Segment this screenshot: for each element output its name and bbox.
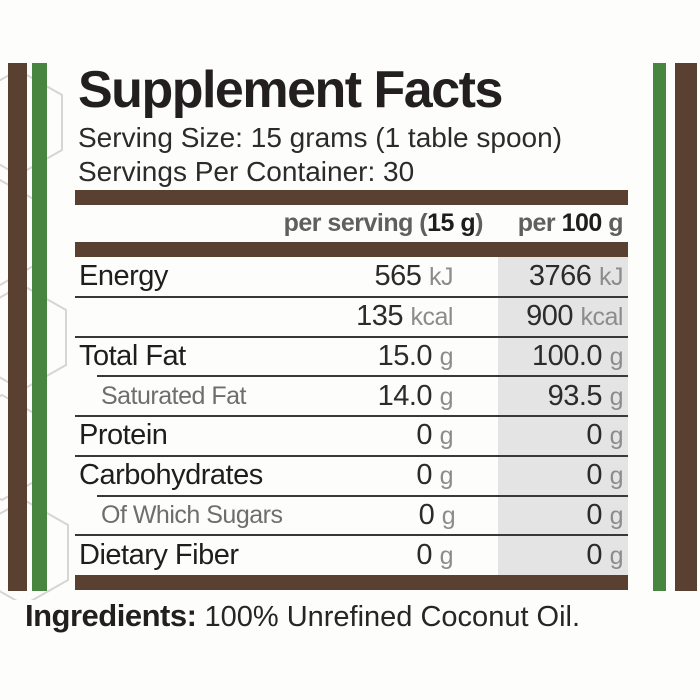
per-serving-unit: g [439, 382, 454, 411]
per-100g-value: 0 g [458, 539, 628, 572]
row-divider [75, 534, 628, 537]
per-100g-unit: g [609, 382, 624, 411]
right-green-stripe [653, 63, 666, 591]
row-label: Total Fat [79, 339, 186, 372]
left-brown-stripe [8, 63, 27, 591]
per-100g-number: 100.0 [531, 339, 610, 372]
per-serving-unit: g [441, 501, 456, 530]
per-100g-number: 0 [586, 459, 610, 492]
table-row: Saturated Fat 14.0 g 93.5 g [75, 376, 628, 417]
per-100g-value: 0 g [458, 419, 628, 452]
per-serving-unit: g [439, 422, 454, 451]
per-serving-value: 0 g [278, 539, 458, 572]
per-serving-number: 135 [356, 300, 411, 333]
per-serving-number: 0 [416, 419, 440, 452]
table-row: 135 kcal 900 kcal [75, 297, 628, 338]
per-serving-value: 0 g [278, 419, 458, 452]
row-label: Carbohydrates [79, 459, 263, 492]
per-100g-number: 0 [586, 419, 610, 452]
per-serving-number: 0 [416, 538, 440, 571]
per-100g-value: 100.0 g [458, 340, 628, 373]
row-label: Energy [79, 260, 168, 293]
serving-size-text: Serving Size: 15 grams (1 table spoon) [78, 122, 563, 153]
per-serving-unit: g [439, 541, 454, 570]
per-100g-value: 93.5 g [458, 380, 628, 413]
row-label: Saturated Fat [101, 381, 246, 410]
table-row: Energy 565 kJ 3766 kJ [75, 257, 628, 298]
per-100g-number: 3766 [528, 260, 599, 293]
row-divider [75, 415, 628, 417]
row-divider [75, 454, 628, 457]
ingredients-line: Ingredients: 100% Unrefined Coconut Oil. [25, 598, 580, 634]
per-serving-unit: kcal [410, 303, 454, 332]
ingredients-label: Ingredients: [25, 598, 197, 633]
ingredients-text: 100% Unrefined Coconut Oil. [196, 601, 581, 633]
divider-bar-top [75, 190, 628, 205]
per-serving-number: 0 [416, 459, 440, 492]
left-green-stripe [32, 63, 47, 591]
per-serving-value: 135 kcal [278, 300, 458, 333]
per-serving-value: 15.0 g [278, 340, 458, 373]
column-header-per-100g: per 100 g [517, 209, 624, 237]
per-serving-number: 565 [374, 260, 429, 293]
per-serving-unit: g [439, 342, 454, 371]
row-divider [75, 295, 628, 298]
per-serving-value: 0 g [282, 499, 460, 532]
row-label: Of Which Sugars [101, 500, 283, 529]
per-100g-number: 93.5 [547, 379, 610, 412]
servings-per-container-text: Servings Per Container: 30 [78, 156, 415, 187]
per-serving-unit: kJ [429, 263, 454, 292]
per-100g-unit: g [609, 422, 624, 451]
column-header-row: per serving (15 g) per 100 g [75, 205, 628, 242]
per-serving-number: 0 [418, 498, 442, 531]
per-serving-value: 0 g [278, 459, 458, 492]
divider-bar-bottom [75, 575, 628, 590]
row-label: Dietary Fiber [79, 538, 239, 571]
per-100g-value: 3766 kJ [458, 260, 628, 293]
per-100g-number: 0 [586, 498, 610, 531]
per-100g-number: 900 [526, 300, 581, 333]
per-serving-value: 565 kJ [278, 260, 458, 293]
per-serving-unit: g [439, 462, 454, 491]
per-100g-unit: kcal [580, 303, 624, 332]
per-serving-number: 14.0 [377, 379, 440, 412]
per-serving-value: 14.0 g [278, 380, 458, 413]
row-divider [97, 494, 628, 497]
per-100g-unit: kJ [599, 263, 624, 292]
right-brown-stripe [675, 63, 697, 591]
row-divider [75, 335, 628, 338]
per-serving-number: 15.0 [377, 339, 440, 372]
per-100g-unit: g [609, 462, 624, 491]
per-100g-unit: g [609, 501, 624, 530]
table-body: Energy 565 kJ 3766 kJ 135 kcal 900 kcal Total… [75, 257, 628, 575]
per-100g-value: 0 g [458, 459, 628, 492]
per-100g-number: 0 [586, 538, 610, 571]
row-label: Protein [79, 419, 168, 452]
table-row: Total Fat 15.0 g 100.0 g [75, 337, 628, 378]
per-100g-value: 0 g [460, 499, 628, 532]
per-100g-unit: g [609, 342, 624, 371]
row-divider [97, 375, 628, 378]
per-100g-unit: g [609, 541, 624, 570]
per-100g-value: 900 kcal [458, 300, 628, 333]
column-header-per-serving: per serving (15 g) [283, 209, 484, 237]
panel-title: Supplement Facts [78, 61, 503, 119]
divider-bar-middle [75, 242, 628, 257]
